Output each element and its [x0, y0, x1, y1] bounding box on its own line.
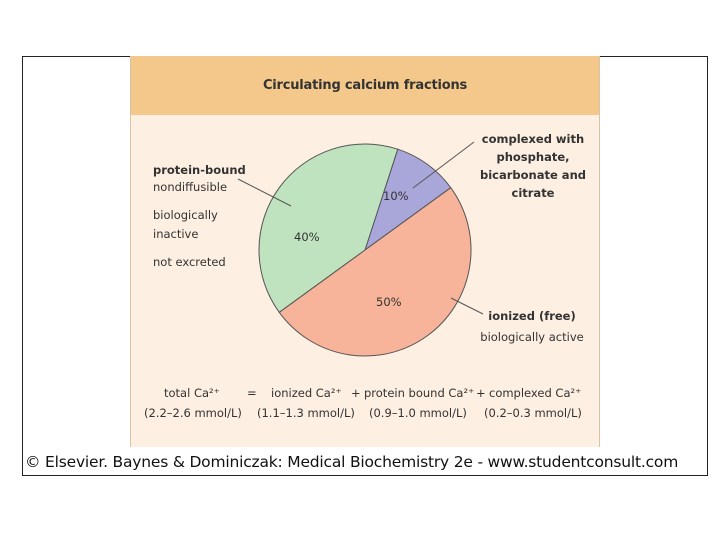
annotation-complexed: complexed with phosphate, bicarbonate an… [473, 130, 593, 202]
annotation-complexed-line1: complexed with [481, 132, 585, 146]
annotation-protein-bound-line2: biologically [153, 208, 218, 222]
pie-chart: 10% 50% 40% [237, 141, 484, 357]
leader-line-protein-bound [237, 178, 292, 207]
annotation-protein-bound-heading: protein-bound [153, 163, 246, 177]
equation-ionized: ionized Ca²⁺ [271, 386, 342, 400]
pie-slices [258, 143, 472, 357]
slice-label-protein-bound: 40% [294, 230, 320, 244]
annotation-protein-bound-line4: not excreted [153, 255, 226, 269]
figure-panel: Circulating calcium fractions 10% 50% 40… [130, 56, 600, 447]
equation-complexed-range: (0.2–0.3 mmol/L) [484, 406, 582, 420]
leader-line-ionized [450, 297, 484, 315]
equation-equals: = [247, 386, 257, 400]
annotation-protein-bound: protein-bound nondiffusible biologically… [153, 160, 246, 272]
annotation-ionized: ionized (free) biologically active [467, 306, 597, 348]
annotation-ionized-line1: biologically active [480, 330, 584, 344]
chart-title: Circulating calcium fractions [262, 78, 468, 93]
slice-label-ionized: 50% [376, 295, 402, 309]
annotation-ionized-heading: ionized (free) [488, 309, 576, 323]
equation-total-range: (2.2–2.6 mmol/L) [144, 406, 242, 420]
annotation-complexed-line3: bicarbonate and [480, 168, 586, 182]
equation-total: total Ca²⁺ [164, 386, 220, 400]
equation-plus-1: + [351, 386, 361, 400]
annotation-complexed-line2: phosphate, [496, 150, 570, 164]
equation-ionized-range: (1.1–1.3 mmol/L) [257, 406, 355, 420]
equation-complexed: complexed Ca²⁺ [489, 386, 582, 400]
pie-slice-ionized [278, 186, 472, 357]
leader-line-complexed [412, 141, 475, 189]
title-band: Circulating calcium fractions [131, 56, 599, 115]
annotation-protein-bound-line1: nondiffusible [153, 180, 228, 194]
annotation-protein-bound-line3: inactive [153, 227, 199, 241]
leader-lines [237, 141, 484, 315]
annotation-complexed-line4: citrate [511, 186, 555, 200]
equation-protein: protein bound Ca²⁺ [364, 386, 475, 400]
slice-label-complexed: 10% [383, 189, 409, 203]
copyright-footer: © Elsevier. Baynes & Dominiczak: Medical… [25, 453, 679, 471]
pie-slice-protein-bound [258, 143, 399, 314]
equation-protein-range: (0.9–1.0 mmol/L) [369, 406, 467, 420]
equation-plus-2: + [476, 386, 486, 400]
